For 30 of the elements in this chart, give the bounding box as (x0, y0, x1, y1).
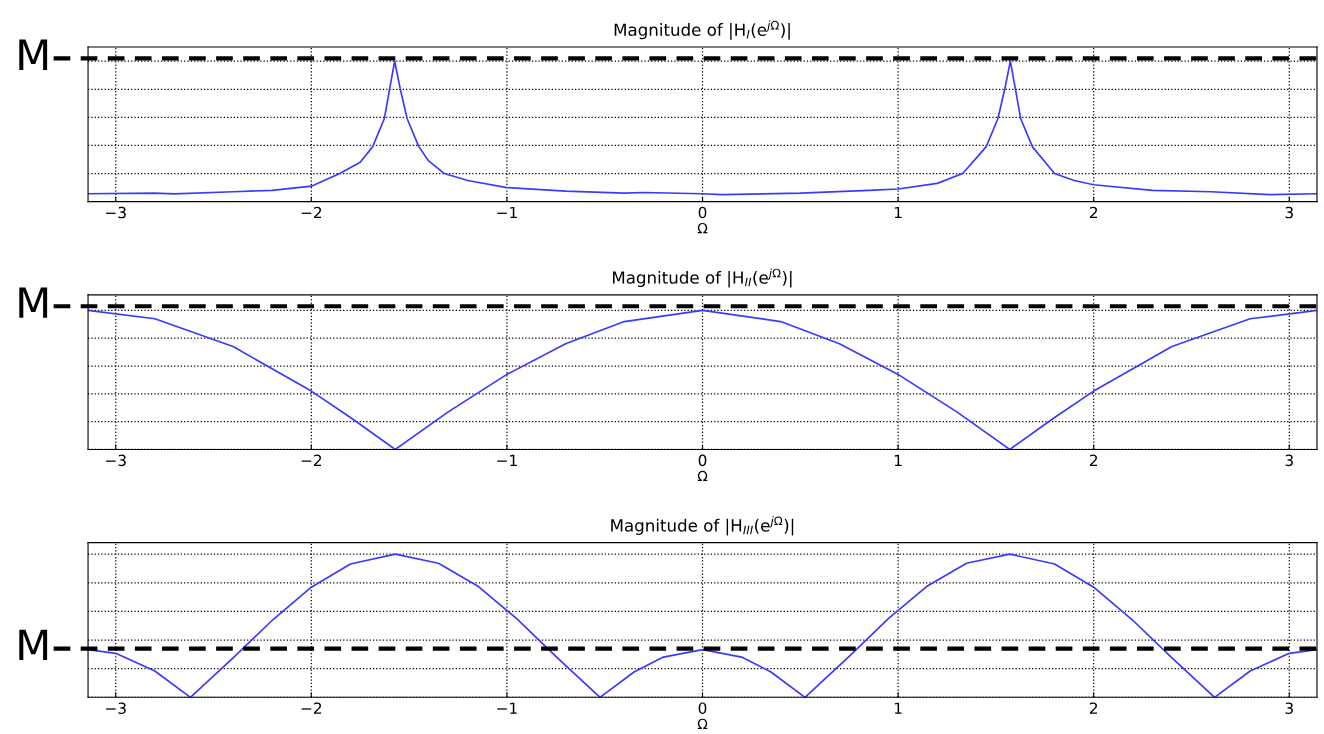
x-tick-label: 1 (894, 454, 902, 466)
chart-title: Magnitude of |H$_{III}$(e$^{jΩ}$)| (611, 516, 794, 536)
x-tick-label: 3 (1285, 206, 1293, 219)
x-tick-label: 3 (1285, 454, 1293, 467)
ref-line-label: M (19, 629, 48, 661)
x-axis-title: Ω (697, 718, 708, 729)
x-axis-title: Ω (697, 470, 708, 482)
x-tick-label: 2 (1089, 454, 1098, 466)
x-tick-label: 2 (1089, 702, 1098, 714)
x-tick-label: −1 (497, 206, 517, 219)
x-tick-label: 1 (894, 206, 902, 219)
x-tick-label: 1 (894, 702, 902, 714)
x-tick-label: −3 (106, 702, 126, 714)
x-tick-label: −2 (301, 702, 322, 714)
ref-line-label: M (19, 39, 48, 70)
x-tick-label: −1 (497, 702, 517, 714)
x-axis-title: Ω (697, 222, 708, 234)
x-tick-label: 0 (698, 454, 707, 467)
x-tick-label: −3 (106, 454, 126, 467)
x-tick-label: 0 (698, 702, 707, 714)
ref-line-label: M (19, 287, 48, 318)
x-tick-label: −1 (497, 454, 517, 466)
chart-title: Magnitude of |H$_{I}$(e$^{jΩ}$)| (614, 20, 790, 40)
x-tick-label: −2 (301, 454, 322, 466)
x-tick-label: 3 (1285, 702, 1293, 714)
x-tick-label: 0 (698, 206, 707, 219)
x-tick-label: −2 (301, 206, 322, 219)
x-tick-label: 2 (1089, 206, 1098, 219)
x-tick-label: −3 (106, 206, 126, 219)
chart-title: Magnitude of |H$_{II}$(e$^{jΩ}$)| (612, 268, 792, 288)
